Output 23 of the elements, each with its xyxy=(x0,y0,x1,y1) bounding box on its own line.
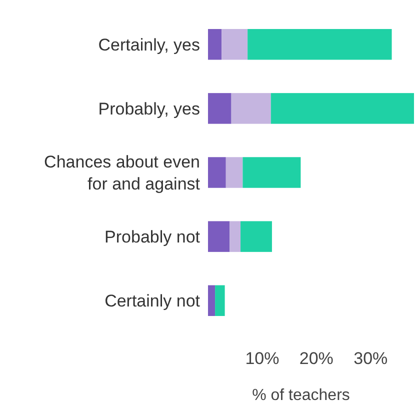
bar xyxy=(230,221,241,252)
bar xyxy=(208,157,226,188)
x-axis-title: % of teachers xyxy=(252,387,350,404)
x-tick-label: 30% xyxy=(354,349,388,368)
bar xyxy=(231,93,271,124)
bar xyxy=(248,29,392,60)
y-tick-label: Probably not xyxy=(104,227,200,246)
bar xyxy=(240,221,272,252)
x-tick-label: 10% xyxy=(245,349,280,368)
bar xyxy=(242,157,301,188)
bar xyxy=(270,93,414,124)
y-tick-label: Probably, yes xyxy=(98,98,200,118)
bar xyxy=(208,221,230,252)
y-tick-label: Chances about even for and against xyxy=(44,152,200,193)
bar xyxy=(208,93,232,124)
y-tick-label: Certainly not xyxy=(104,291,200,310)
bar xyxy=(208,29,222,60)
bar xyxy=(222,29,248,60)
x-tick-label: 20% xyxy=(299,349,334,368)
bar xyxy=(226,157,243,188)
bar xyxy=(215,285,225,316)
y-tick-label: Certainly, yes xyxy=(98,34,200,54)
bar xyxy=(208,285,216,316)
